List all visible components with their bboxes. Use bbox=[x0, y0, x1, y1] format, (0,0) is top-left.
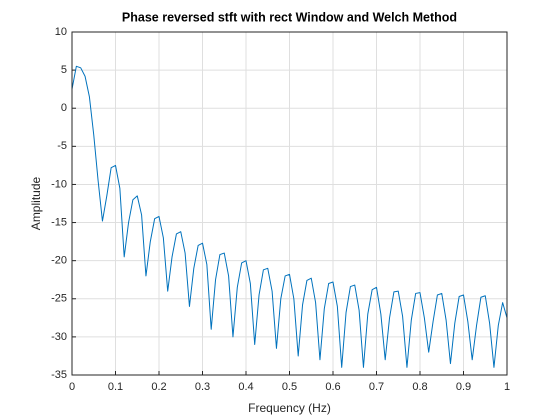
axes-box bbox=[71, 31, 508, 376]
y-axis-label: Amplitude bbox=[29, 177, 43, 231]
y-tick-label: -5 bbox=[57, 140, 67, 152]
y-tick-label: -15 bbox=[51, 216, 67, 228]
x-tick-label: 0.1 bbox=[108, 381, 123, 393]
y-tick-label: 5 bbox=[61, 64, 67, 76]
y-tick-label: -10 bbox=[51, 178, 67, 190]
y-tick-label: 0 bbox=[61, 102, 67, 114]
x-tick-label: 0 bbox=[69, 381, 75, 393]
y-tick-label: 10 bbox=[55, 26, 67, 38]
lines bbox=[71, 65, 508, 368]
x-axis-label: Frequency (Hz) bbox=[248, 401, 331, 415]
x-tick-label: 0.5 bbox=[282, 381, 297, 393]
x-tick-label: 1 bbox=[504, 381, 510, 393]
y-tick-label: -25 bbox=[51, 293, 67, 305]
x-tick-label: 0.6 bbox=[325, 381, 340, 393]
x-tick-label: 0.7 bbox=[369, 381, 384, 393]
y-tick-label: -35 bbox=[51, 369, 67, 381]
y-tick-label: -20 bbox=[51, 255, 67, 267]
x-tick-label: 0.3 bbox=[195, 381, 210, 393]
y-tick-label: -30 bbox=[51, 331, 67, 343]
chart-title: Phase reversed stft with rect Window and… bbox=[122, 10, 457, 24]
x-tick-label: 0.2 bbox=[151, 381, 166, 393]
x-tick-label: 0.9 bbox=[456, 381, 471, 393]
data-line bbox=[71, 65, 508, 368]
x-tick-label: 0.4 bbox=[238, 381, 253, 393]
x-tick-label: 0.8 bbox=[412, 381, 427, 393]
